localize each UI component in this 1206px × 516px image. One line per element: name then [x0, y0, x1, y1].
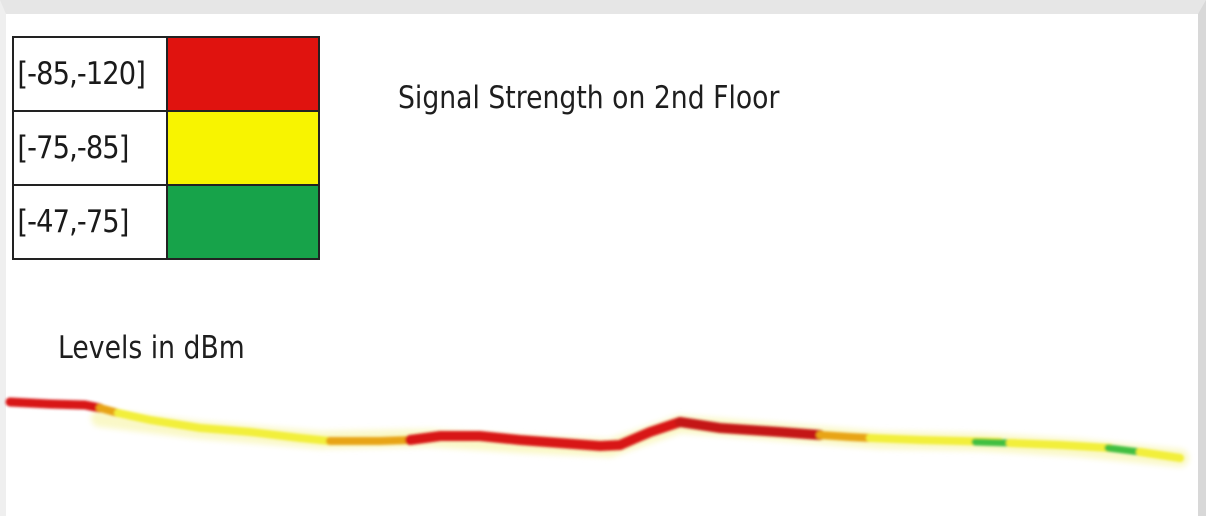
- route-path: [5, 397, 1184, 462]
- route-segment-orange: [816, 431, 874, 442]
- legend-row-strong: [-47,-75]: [12, 184, 320, 260]
- route-segment-red: [405, 417, 685, 452]
- route-segment-red: [5, 397, 105, 413]
- map-title: Signal Strength on 2nd Floor: [398, 80, 780, 116]
- units-label: Levels in dBm: [58, 330, 245, 366]
- signal-legend: [-85,-120] [-75,-85] [-47,-75]: [12, 36, 320, 260]
- route-segment-green: [971, 438, 1014, 447]
- legend-swatch-red: [166, 36, 320, 112]
- legend-swatch-green: [166, 184, 320, 260]
- route-segment-yellow: [114, 409, 334, 445]
- route-segment-orange: [326, 436, 414, 445]
- legend-range-label: [-75,-85]: [12, 110, 150, 186]
- route-segment-yellow: [1136, 448, 1184, 462]
- route-segment-green: [1104, 444, 1144, 456]
- legend-row-weak: [-85,-120]: [12, 36, 320, 112]
- route-segment-yellow: [1006, 439, 1114, 452]
- legend-range-label: [-47,-75]: [12, 184, 150, 260]
- legend-range-label: [-85,-120]: [12, 36, 150, 112]
- legend-row-medium: [-75,-85]: [12, 110, 320, 186]
- legend-swatch-yellow: [166, 110, 320, 186]
- route-segment-red: [675, 417, 825, 440]
